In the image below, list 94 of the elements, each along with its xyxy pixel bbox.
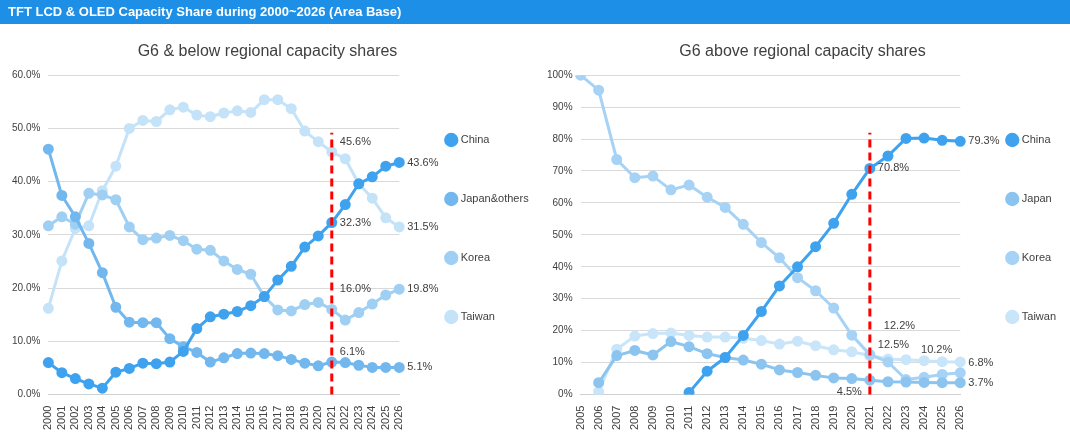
x-tick-label: 2025 [935,405,948,431]
data-label: 4.5% [836,385,863,398]
x-tick-label: 2019 [297,405,310,431]
x-tick-label: 2013 [718,405,731,431]
y-tick-label: 60.0% [12,68,41,80]
x-tick-label: 2016 [257,405,270,431]
data-label: 70.8% [877,161,910,174]
x-tick-label: 2024 [917,405,930,431]
x-tick-label: 2017 [790,405,803,431]
x-tick-label: 2008 [149,405,162,431]
x-tick-label: 2022 [880,405,893,431]
x-tick-label: 2005 [108,405,121,431]
x-tick-label: 2026 [953,405,966,431]
data-label: 12.2% [883,318,916,331]
x-tick-label: 2003 [81,405,94,431]
x-tick-label: 2009 [645,405,658,431]
data-label: 12.5% [877,337,910,350]
x-tick-label: 2021 [862,405,875,431]
x-tick-label: 2007 [135,405,148,431]
y-tick-label: 20% [552,324,573,336]
x-tick-label: 2014 [230,405,243,431]
x-tick-label: 2023 [899,405,912,431]
x-tick-label: 2022 [338,405,351,431]
x-tick-label: 2018 [284,405,297,431]
y-tick-label: 50.0% [12,122,41,134]
data-label: 16.0% [339,282,372,295]
x-tick-label: 2008 [627,405,640,431]
x-tick-label: 2012 [700,405,713,431]
legend-label: Taiwan [1021,310,1057,323]
y-tick-label: 0% [558,388,573,400]
data-label: 43.6% [407,155,439,168]
x-tick-label: 2006 [591,405,604,431]
x-tick-label: 2005 [573,405,586,431]
y-tick-label: 40% [552,260,573,272]
x-tick-label: 2013 [216,405,229,431]
y-tick-label: 20.0% [12,281,41,293]
chart-title: G6 & below regional capacity shares [137,42,398,60]
legend-label: Taiwan [460,310,495,323]
x-tick-label: 2020 [311,405,324,431]
x-tick-label: 2011 [682,405,695,430]
y-tick-label: 30.0% [12,228,41,240]
legend-label: Japan [1021,192,1052,205]
y-tick-label: 40.0% [12,175,41,187]
x-tick-label: 2024 [365,405,378,431]
x-tick-label: 2023 [351,405,364,431]
y-tick-label: 0.0% [17,388,41,400]
x-tick-label: 2016 [772,405,785,431]
data-label: 19.8% [407,282,439,295]
x-tick-label: 2026 [392,405,405,431]
x-tick-label: 2015 [243,405,256,431]
y-tick-label: 100% [547,68,573,80]
legend-label: Japan&others [460,192,530,205]
x-tick-label: 2006 [122,405,135,431]
data-label: 32.3% [339,215,372,228]
y-tick-label: 70% [552,164,573,176]
x-tick-label: 2017 [270,405,283,431]
data-label: 3.7% [968,375,994,388]
data-label: 5.1% [407,360,433,373]
x-tick-label: 2021 [324,405,337,431]
x-tick-label: 2004 [95,405,108,431]
data-label: 31.5% [407,219,439,232]
data-label: 10.2% [921,342,953,355]
x-tick-label: 2009 [162,405,175,431]
x-tick-label: 2018 [808,405,821,431]
x-tick-label: 2019 [826,405,839,431]
legend-label: Korea [460,251,491,264]
y-tick-label: 50% [552,228,573,240]
y-tick-label: 30% [552,292,573,304]
data-label: 45.6% [339,134,372,147]
x-tick-label: 2020 [844,405,857,431]
y-tick-label: 10% [552,356,573,368]
x-tick-label: 2007 [609,405,622,431]
chart-title: G6 above regional capacity shares [679,42,926,60]
x-tick-label: 2010 [664,405,677,431]
data-label: 79.3% [968,134,1000,147]
legend-label: China [1021,133,1052,146]
x-tick-label: 2010 [176,405,189,431]
x-tick-label: 2012 [203,405,216,431]
x-tick-label: 2014 [736,405,749,431]
text: TFT LCD & OLED Capacity Share during 2000~2026 (Area Base) [0,0,1070,24]
data-label: 6.8% [968,355,994,368]
x-tick-label: 2015 [754,405,767,431]
legend-label: China [460,133,491,146]
y-tick-label: 90% [552,100,573,112]
data-label: 6.1% [339,345,366,358]
x-tick-label: 2025 [378,405,391,431]
x-tick-label: 2011 [189,405,202,430]
legend-label: Korea [1021,251,1052,264]
y-tick-label: 10.0% [12,335,41,347]
x-tick-label: 2001 [54,405,67,431]
y-tick-label: 80% [552,132,573,144]
x-tick-label: 2000 [41,405,54,431]
x-tick-label: 2002 [68,405,81,431]
y-tick-label: 60% [552,196,573,208]
